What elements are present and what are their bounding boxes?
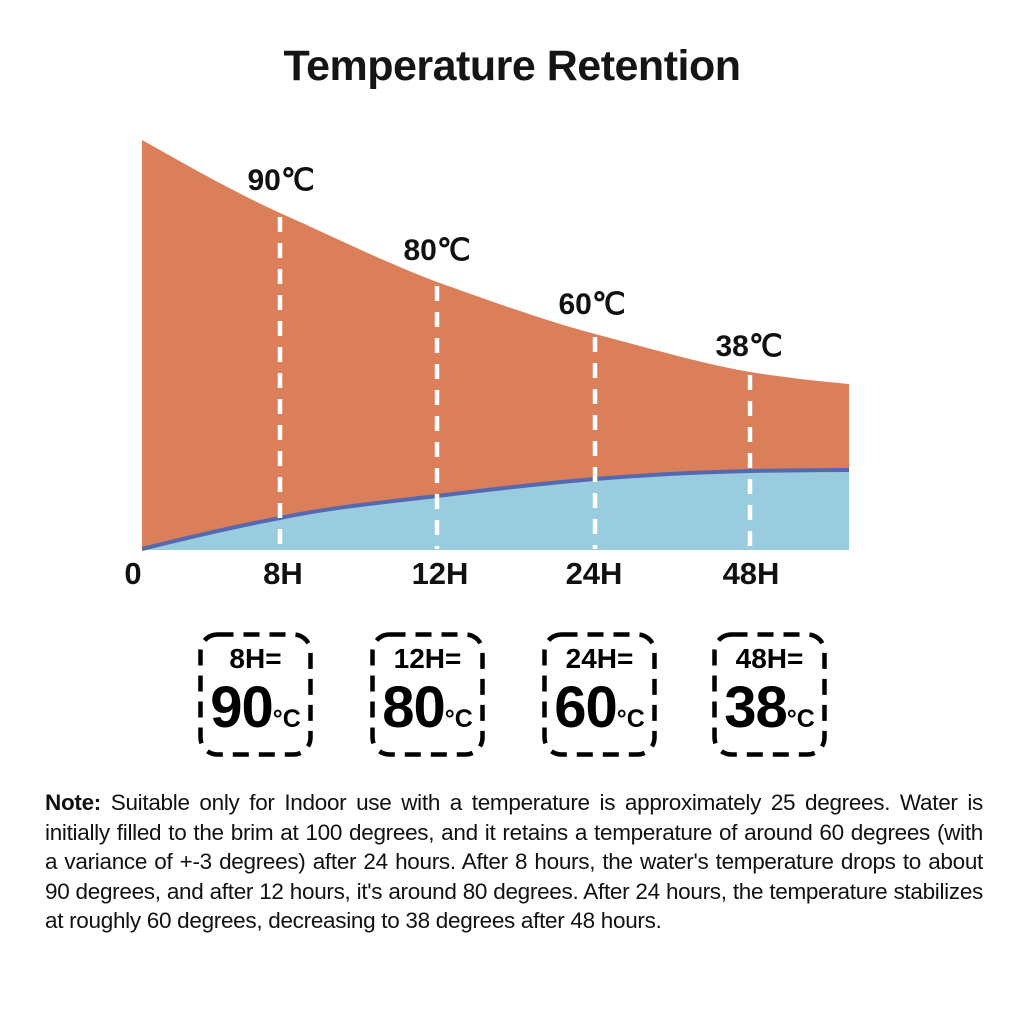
dashed-border (712, 632, 827, 757)
note-label: Note: (45, 790, 101, 815)
summary-box-header: 48H= (735, 643, 804, 674)
summary-box-row: 8H= 90°C 12H= 80°C 24H= 60°C 48H= 38°C (0, 632, 1024, 757)
x-tick-12h: 12H (412, 556, 469, 591)
dashed-border (198, 632, 313, 757)
curve-label-80c: 80℃ (403, 234, 470, 267)
summary-box-value: 38 (724, 674, 788, 740)
summary-box-24h: 24H= 60°C (542, 632, 657, 757)
hot-water-area (142, 140, 849, 550)
summary-box-valuerow: 38°C (724, 678, 815, 737)
summary-box-12h: 12H= 80°C (370, 632, 485, 757)
summary-box-header: 12H= (393, 643, 462, 674)
cooling-curve-line (141, 468, 850, 551)
summary-box-48h: 48H= 38°C (712, 632, 827, 757)
x-tick-48h: 48H (723, 556, 780, 591)
summary-box-valuerow: 80°C (382, 678, 473, 737)
summary-box-unit: °C (272, 704, 301, 733)
summary-box-value: 90 (210, 674, 274, 740)
summary-box-value: 80 (382, 674, 446, 740)
x-tick-24h: 24H (566, 556, 623, 591)
chart-title: Temperature Retention (283, 42, 742, 90)
summary-box-valuerow: 90°C (210, 678, 301, 737)
x-tick-8h: 8H (263, 556, 303, 591)
dashed-border (370, 632, 485, 757)
dashed-border (542, 632, 657, 757)
x-tick-0: 0 (124, 556, 141, 591)
temperature-chart: 90℃ 80℃ 60℃ 38℃ 0 8H 12H 24H 48H (124, 140, 850, 591)
summary-box-value: 60 (554, 674, 618, 740)
cooled-area (142, 471, 849, 550)
summary-box-8h: 8H= 90°C (198, 632, 313, 757)
summary-box-header: 8H= (229, 643, 282, 674)
curve-label-60c: 60℃ (558, 288, 625, 321)
summary-box-valuerow: 60°C (554, 678, 645, 737)
summary-box-unit: °C (786, 704, 815, 733)
summary-box-unit: °C (616, 704, 645, 733)
curve-label-38c: 38℃ (715, 330, 782, 363)
summary-box-header: 24H= (565, 643, 634, 674)
curve-label-90c: 90℃ (247, 164, 314, 197)
note-paragraph: Note: Suitable only for Indoor use with … (45, 788, 983, 936)
summary-box-unit: °C (444, 704, 473, 733)
note-text: Suitable only for Indoor use with a temp… (45, 790, 983, 933)
